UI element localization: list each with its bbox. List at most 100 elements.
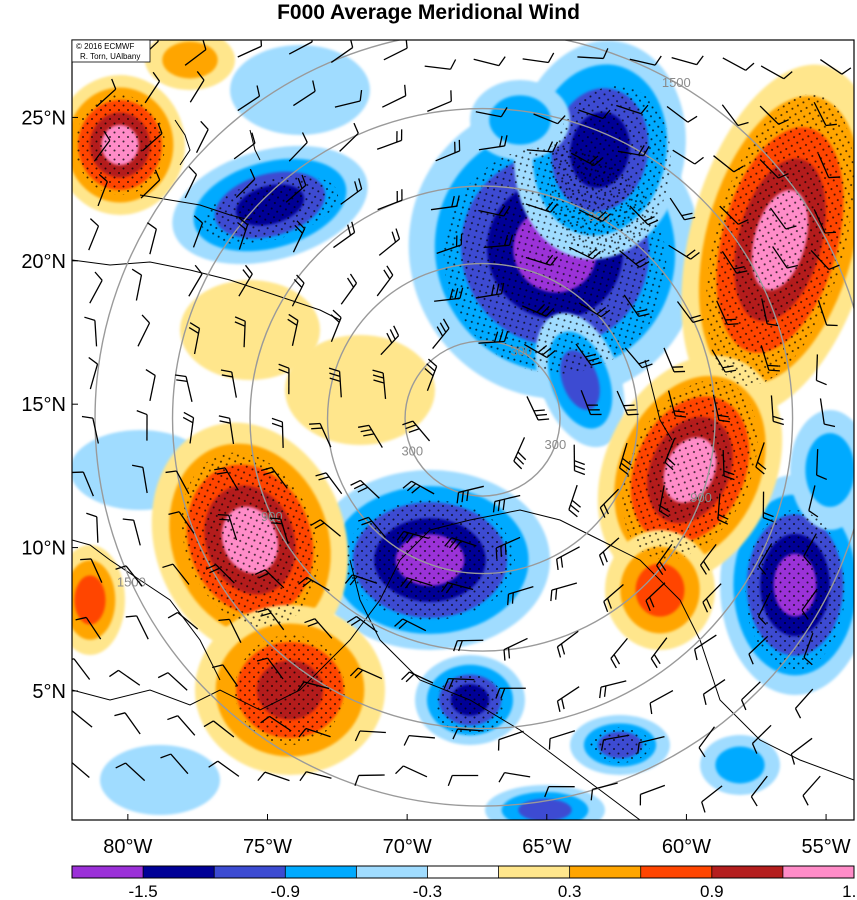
wind-barb <box>761 298 779 327</box>
wind-barb <box>86 512 99 543</box>
wind-barb <box>748 635 769 665</box>
wind-barb <box>658 485 670 518</box>
wind-barb <box>145 368 156 402</box>
wind-barb <box>257 771 290 782</box>
wind-barb <box>623 294 650 318</box>
wind-barb <box>288 132 308 162</box>
wind-barb <box>237 40 263 58</box>
wind-barb <box>298 727 331 738</box>
wind-barb <box>354 774 385 786</box>
wind-barb <box>478 330 509 344</box>
wind-barb <box>721 104 749 127</box>
wind-barb <box>590 782 618 801</box>
wind-barb <box>444 537 477 550</box>
wind-barb <box>208 760 240 777</box>
wind-barb <box>376 265 394 297</box>
colorbar-swatch <box>427 866 500 878</box>
wind-barb <box>184 40 207 66</box>
wind-barb <box>694 634 717 661</box>
wind-barb <box>254 569 285 589</box>
colorbar-swatch <box>143 866 215 878</box>
wind-barb <box>639 784 666 806</box>
wind-barb <box>475 282 505 299</box>
wind-barb <box>218 415 235 445</box>
wind-barb <box>616 104 649 115</box>
lat-label: 5°N <box>32 681 66 703</box>
wind-barb <box>380 325 400 356</box>
map-title: F000 Average Meridional Wind <box>277 1 580 24</box>
credit-box: © 2016 ECMWF R. Torn, UAlbany <box>71 39 151 63</box>
wind-barb <box>478 205 511 217</box>
lon-label: 75°W <box>243 836 292 858</box>
latitude-labels: 25°N 20°N 15°N 10°N 5°N <box>21 107 78 703</box>
wind-barb <box>357 424 383 448</box>
wind-barb <box>495 536 521 559</box>
wind-barb <box>72 471 94 497</box>
stipple-region <box>181 452 319 628</box>
wind-barb <box>603 583 624 613</box>
wind-barb <box>271 417 284 448</box>
anomaly-contour <box>100 745 220 815</box>
wind-barb <box>503 637 528 661</box>
wind-barb <box>598 537 620 566</box>
colorbar-label: 0.9 <box>700 882 724 900</box>
colorbar-label: -0.9 <box>271 882 300 900</box>
colorbar-swatch <box>711 866 784 878</box>
wind-barb <box>72 761 90 778</box>
wind-barb <box>212 664 239 687</box>
wind-barb <box>144 71 161 104</box>
wind-barb <box>656 544 673 576</box>
wind-barb <box>383 40 408 61</box>
wind-barb <box>401 671 434 684</box>
range-ring-label: 300 <box>401 443 423 458</box>
wind-barb <box>578 109 611 120</box>
wind-barb <box>664 437 676 471</box>
wind-barb <box>699 543 717 575</box>
wind-barb <box>452 728 484 740</box>
wind-barb <box>377 189 403 211</box>
wind-barb <box>716 300 739 326</box>
wind-barb <box>278 363 290 395</box>
wind-barb <box>637 736 665 754</box>
lat-label: 15°N <box>21 394 66 416</box>
range-ring-label: 1500 <box>662 75 691 90</box>
wind-barb <box>617 145 650 157</box>
wind-barb <box>310 519 341 537</box>
wind-barb <box>131 464 148 494</box>
colorbar-label: 1.5 <box>842 882 857 900</box>
wind-barb <box>770 395 784 426</box>
wind-barb <box>140 169 161 199</box>
wind-barb <box>434 287 464 302</box>
wind-barb <box>757 592 771 626</box>
wind-barb <box>109 669 141 686</box>
wind-barb <box>750 775 768 807</box>
wind-barb <box>72 710 93 728</box>
wind-barb <box>810 250 840 271</box>
wind-barb <box>616 390 639 416</box>
wind-barb <box>760 65 793 80</box>
wind-barb <box>88 218 100 251</box>
wind-barb <box>217 513 238 541</box>
wind-barb <box>808 485 819 518</box>
wind-barb <box>790 737 813 765</box>
wind-barb <box>340 178 363 205</box>
wind-barb <box>432 318 450 349</box>
wind-barb <box>447 774 479 787</box>
lon-label: 70°W <box>383 836 432 858</box>
coastline <box>249 129 261 161</box>
wind-barb <box>550 582 578 602</box>
stipple-region <box>435 675 505 735</box>
wind-barb <box>624 347 653 369</box>
wind-barb <box>801 588 818 620</box>
wind-barb <box>669 197 696 221</box>
wind-barb <box>713 155 744 173</box>
wind-barb <box>456 485 484 504</box>
wind-barb <box>618 442 632 476</box>
anomaly-contour <box>518 798 572 820</box>
wind-barb <box>599 680 627 699</box>
wind-barb <box>740 681 761 711</box>
wind-barb <box>619 250 650 268</box>
wind-barb <box>813 101 837 127</box>
anomaly-contour <box>74 575 106 625</box>
wind-barb <box>333 221 356 249</box>
